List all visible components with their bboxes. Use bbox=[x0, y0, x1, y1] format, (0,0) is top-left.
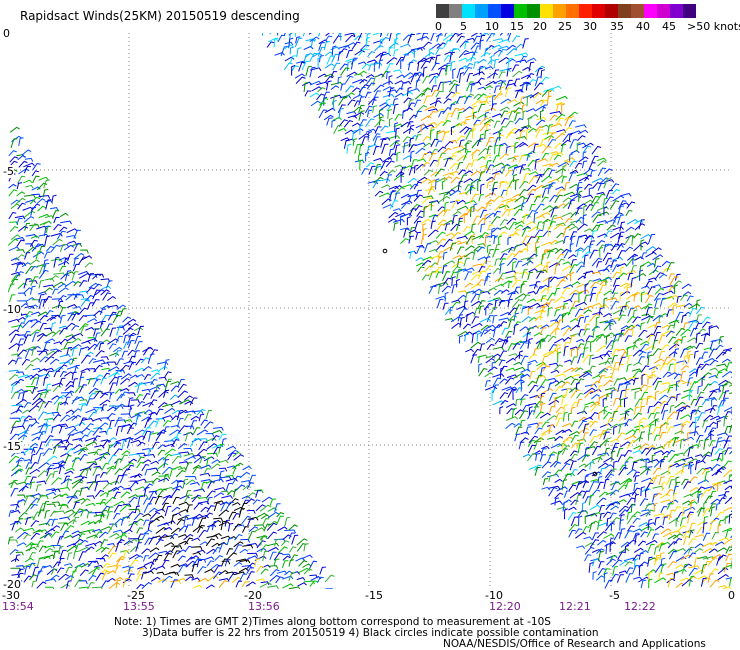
legend-swatch bbox=[683, 4, 696, 18]
y-tick-15: -15 bbox=[3, 440, 21, 453]
legend-swatch bbox=[566, 4, 579, 18]
legend-swatch bbox=[488, 4, 501, 18]
legend-label: 10 bbox=[485, 20, 499, 33]
legend-swatch bbox=[449, 4, 462, 18]
y-tick-0: 0 bbox=[3, 27, 10, 40]
time-label: 12:20 bbox=[489, 600, 521, 613]
legend-label: 0 bbox=[435, 20, 442, 33]
time-label: 13:54 bbox=[2, 600, 34, 613]
note-line-2: 3)Data buffer is 22 hrs from 20150519 4)… bbox=[142, 627, 599, 639]
legend-label: 20 bbox=[533, 20, 547, 33]
legend-swatch bbox=[605, 4, 618, 18]
note-line-1: Note: 1) Times are GMT 2)Times along bot… bbox=[114, 616, 551, 628]
legend-swatch bbox=[553, 4, 566, 18]
y-tick-5: -5 bbox=[3, 165, 14, 178]
x-tick-15: -15 bbox=[365, 589, 383, 602]
time-label: 13:56 bbox=[248, 600, 280, 613]
time-label: 12:21 bbox=[559, 600, 591, 613]
wind-swath-west bbox=[8, 126, 335, 589]
time-label: 13:55 bbox=[123, 600, 155, 613]
wind-barb-map bbox=[8, 33, 732, 589]
legend-swatch bbox=[657, 4, 670, 18]
contamination-circle bbox=[382, 248, 388, 254]
legend-label: 15 bbox=[510, 20, 524, 33]
legend-labels: 0 5 10 15 20 25 30 35 40 45 >50 knots bbox=[430, 20, 740, 34]
x-tick-10: -10 bbox=[485, 589, 503, 602]
y-tick-10: -10 bbox=[3, 303, 21, 316]
x-tick-25: -25 bbox=[127, 589, 145, 602]
legend-swatch bbox=[644, 4, 657, 18]
x-tick-5: -5 bbox=[609, 589, 620, 602]
legend-label: 25 bbox=[558, 20, 572, 33]
legend-label: >50 knots bbox=[687, 20, 740, 33]
wind-map-plot bbox=[8, 33, 732, 589]
legend-swatch bbox=[592, 4, 605, 18]
x-tick-20: -20 bbox=[244, 589, 262, 602]
x-tick-30: -30 bbox=[2, 589, 20, 602]
legend-swatch bbox=[670, 4, 683, 18]
contamination-circle bbox=[592, 471, 598, 477]
legend-swatch bbox=[579, 4, 592, 18]
legend-swatch bbox=[475, 4, 488, 18]
time-label: 12:22 bbox=[624, 600, 656, 613]
legend-label: 30 bbox=[583, 20, 597, 33]
legend-swatch bbox=[462, 4, 475, 18]
legend-swatch bbox=[436, 4, 449, 18]
legend-swatch bbox=[540, 4, 553, 18]
legend-swatch bbox=[527, 4, 540, 18]
map-title: Rapidsact Winds(25KM) 20150519 descendin… bbox=[20, 9, 300, 23]
legend-label: 35 bbox=[610, 20, 624, 33]
wind-speed-color-legend bbox=[436, 4, 696, 18]
wind-swath-east bbox=[262, 33, 732, 589]
legend-swatch bbox=[618, 4, 631, 18]
y-tick-20: -20 bbox=[3, 578, 21, 591]
legend-swatch bbox=[631, 4, 644, 18]
credit-line: NOAA/NESDIS/Office of Research and Appli… bbox=[443, 638, 706, 650]
legend-swatch bbox=[501, 4, 514, 18]
legend-label: 45 bbox=[662, 20, 676, 33]
x-tick-0: 0 bbox=[728, 589, 735, 602]
legend-swatch bbox=[514, 4, 527, 18]
legend-label: 40 bbox=[636, 20, 650, 33]
legend-label: 5 bbox=[460, 20, 467, 33]
